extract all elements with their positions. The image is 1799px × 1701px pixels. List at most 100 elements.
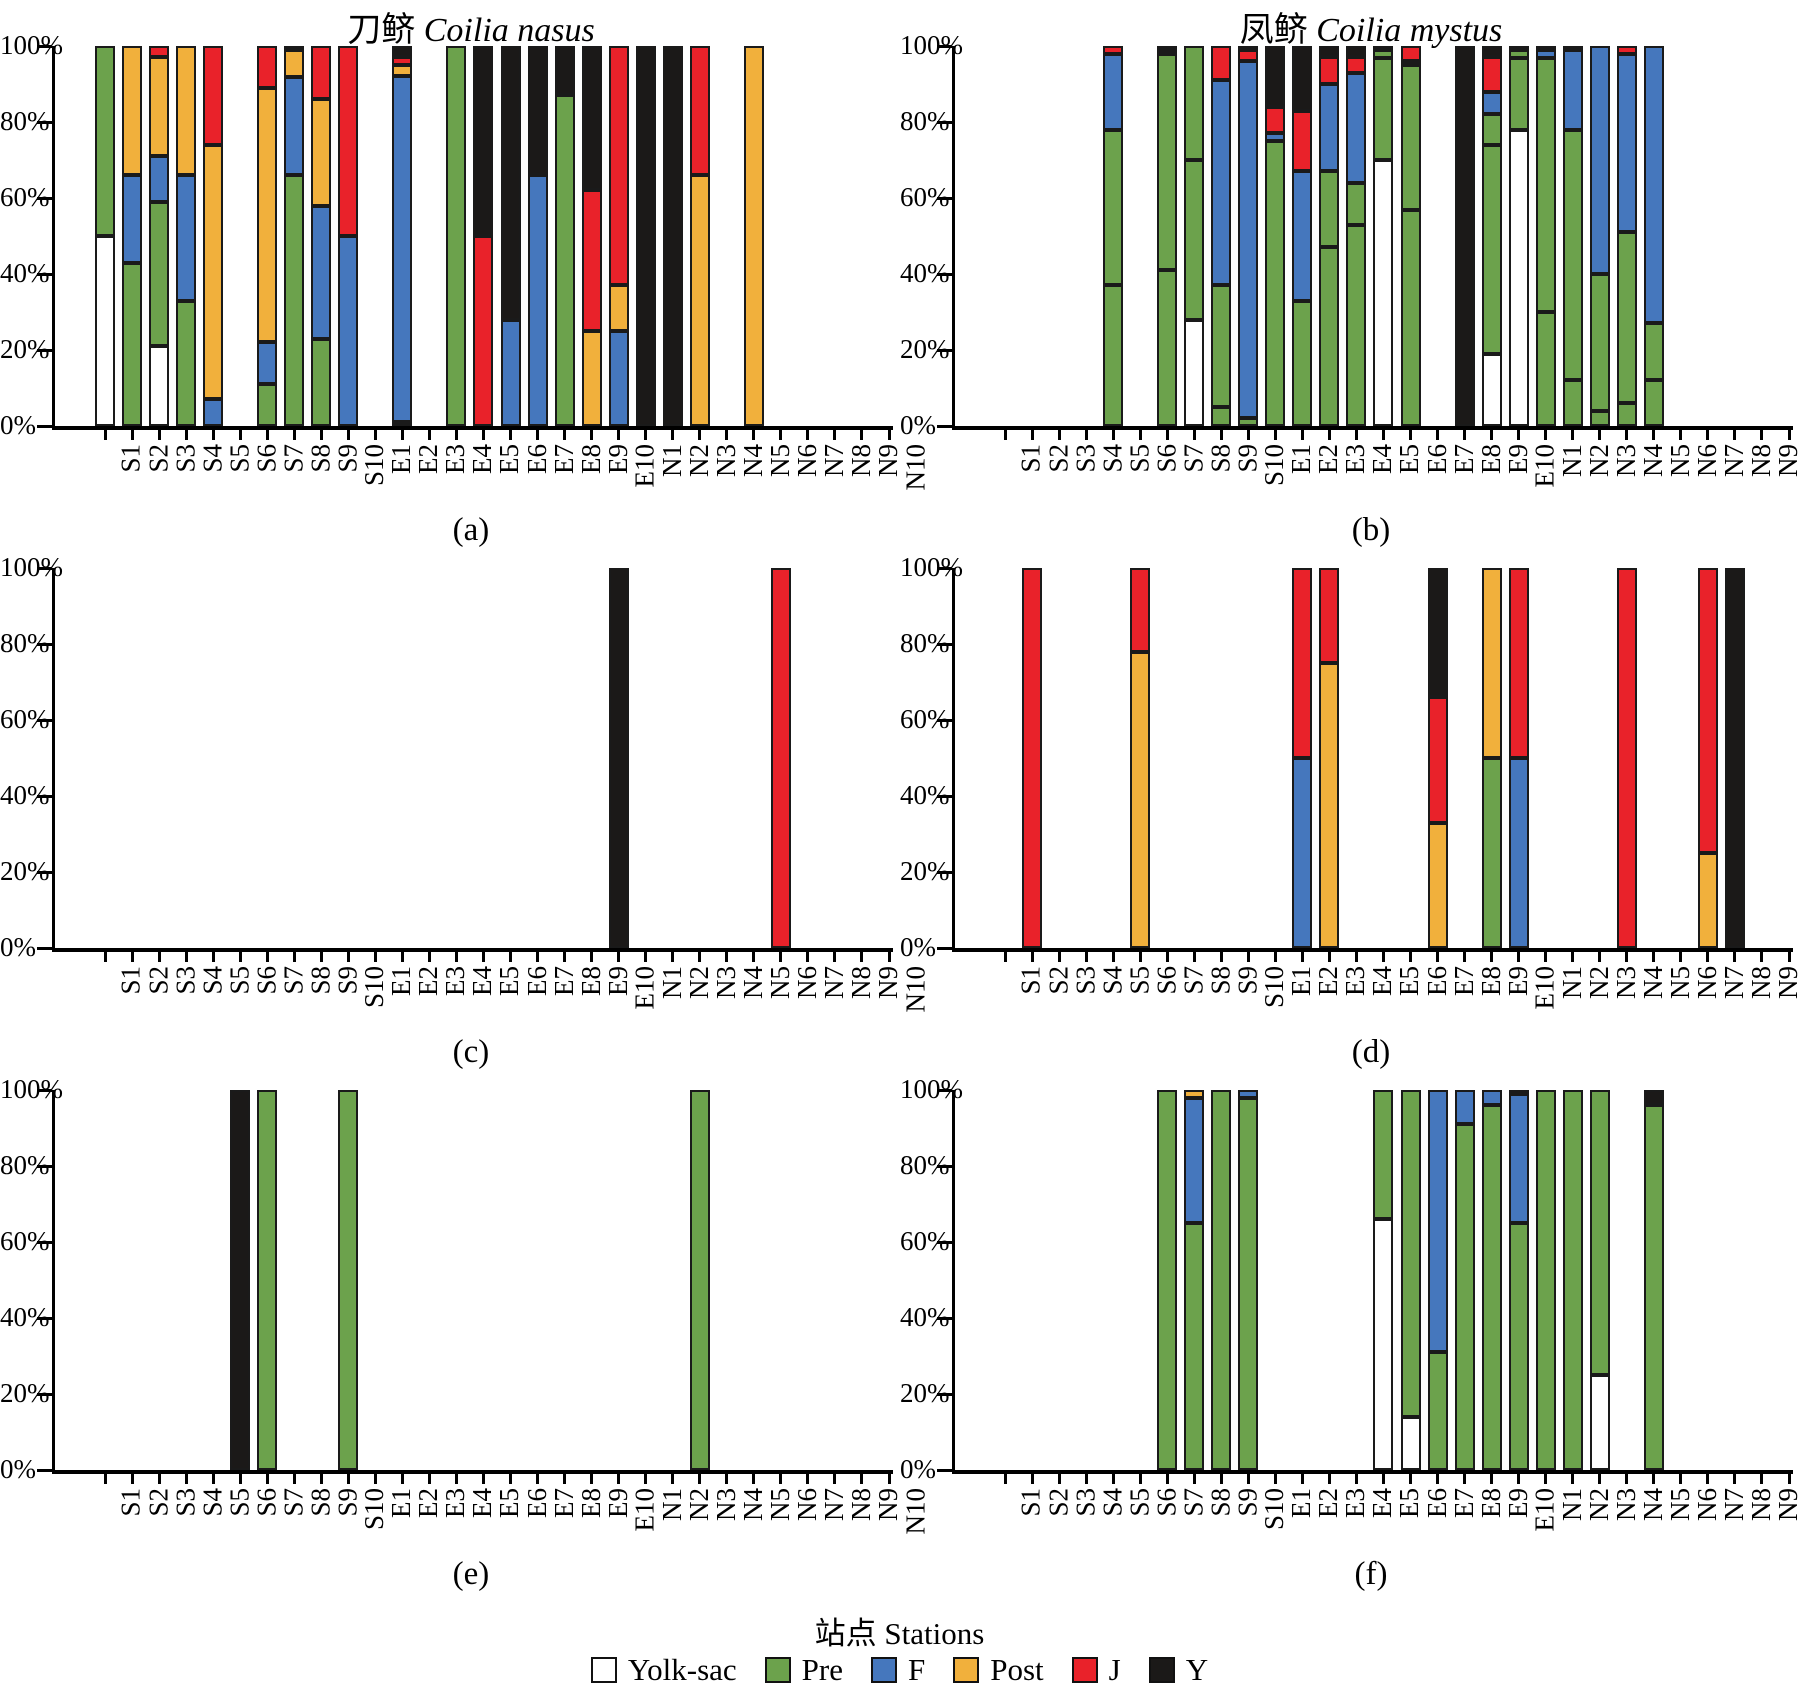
x-tick (509, 1474, 513, 1484)
segment-j (1616, 46, 1637, 54)
bar-c-E10 (608, 568, 629, 948)
segment-pre (1508, 50, 1529, 58)
bar-f-E9 (1481, 1090, 1502, 1470)
y-tick-label: 60% (900, 704, 950, 734)
segment-post (149, 57, 170, 157)
y-tick (37, 120, 52, 124)
y-tick (937, 642, 952, 646)
x-tick (1165, 1474, 1169, 1484)
x-tick (1625, 1474, 1629, 1484)
segment-y (1265, 46, 1286, 107)
legend-swatch-f (871, 1657, 897, 1683)
legend-label-post: Post (990, 1652, 1044, 1687)
plot-panel-e: S1 S2 S3 S4 S5 S6 S7 S8 S9 S10 E1 E2 E3 E4 E5 E6 E7 E8 E9 E… (37, 1088, 930, 1535)
segment-post (743, 46, 764, 426)
panel-letter-a: (a) (452, 512, 490, 548)
bar-f-E6 (1400, 1090, 1421, 1470)
segment-pre (311, 338, 332, 426)
x-tick (238, 1474, 242, 1484)
x-tick (1273, 952, 1277, 962)
x-tick (1273, 430, 1277, 440)
x-tick (1273, 1474, 1277, 1484)
plot-panel-c: S1 S2 S3 S4 S5 S6 S7 S8 S9 S10 E1 E2 E3 E4 E5 E6 E7 E8 E9 E… (37, 566, 930, 1013)
x-tick (1436, 952, 1440, 962)
y-tick-label: 100% (0, 30, 63, 60)
x-tick (427, 430, 431, 440)
segment-j (311, 46, 332, 100)
y-tick (37, 718, 52, 722)
x-tick (671, 952, 675, 962)
bar-b-E3 (1319, 46, 1340, 426)
y-tick (937, 44, 952, 48)
bar-d-N4 (1616, 568, 1637, 948)
segment-f (1508, 1094, 1529, 1224)
x-tick (184, 1474, 188, 1484)
x-tick (1192, 1474, 1196, 1484)
x-tick (1544, 430, 1548, 440)
x-tick (427, 1474, 431, 1484)
y-tick-label: 60% (0, 182, 50, 212)
segment-f (338, 236, 359, 426)
x-tick (1219, 1474, 1223, 1484)
plot-panel-b: S1 S2 S3 S4 S5 S6 S7 S8 S9 S10 E1 E2 E3 E4 E5 E6 E7 E8 E9 E… (937, 44, 1799, 488)
y-tick (37, 870, 52, 874)
segment-f (122, 175, 143, 263)
legend-swatch-yolk-sac (590, 1657, 617, 1683)
x-tick (103, 952, 107, 962)
y-tick-label: 60% (900, 1226, 950, 1256)
segment-pre (1643, 380, 1664, 426)
segment-j (1481, 57, 1502, 92)
y-tick (37, 1088, 52, 1092)
y-tick (937, 424, 952, 428)
y-tick-label: 100% (900, 552, 963, 582)
x-tick (319, 952, 323, 962)
x-tick (617, 952, 621, 962)
segment-y (500, 46, 521, 320)
x-tick (1030, 952, 1034, 962)
bar-a-E7 (527, 46, 548, 426)
segment-j (1211, 46, 1232, 81)
y-tick (937, 1164, 952, 1168)
segment-pre (1562, 380, 1583, 426)
y-tick-label: 100% (0, 552, 63, 582)
segment-post (203, 144, 224, 400)
x-tick (806, 1474, 810, 1484)
segment-post (392, 64, 413, 77)
y-tick (937, 1468, 952, 1472)
y-tick-label: 80% (0, 106, 50, 136)
segment-post (284, 50, 305, 77)
x-tick (1706, 1474, 1710, 1484)
y-tick-label: 40% (0, 1302, 50, 1332)
bar-d-E2 (1292, 568, 1313, 948)
segment-pre (1400, 209, 1421, 426)
y-tick (937, 794, 952, 798)
y-tick-label: 80% (0, 628, 50, 658)
x-tick (1409, 952, 1413, 962)
x-tick (1327, 430, 1331, 440)
x-tick (238, 430, 242, 440)
bar-f-S7 (1157, 1090, 1178, 1470)
bar-a-E6 (500, 46, 521, 426)
plot-panel-f: S1 S2 S3 S4 S5 S6 S7 S8 S9 S10 E1 E2 E3 E4 E5 E6 E7 E8 E9 E… (937, 1088, 1799, 1532)
y-tick-label: 100% (0, 1074, 63, 1104)
segment-j (1022, 568, 1043, 948)
segment-f (1535, 50, 1556, 58)
bar-b-S5 (1103, 46, 1124, 426)
x-tick (806, 430, 810, 440)
segment-pre (149, 201, 170, 347)
segment-pre (1157, 1090, 1178, 1470)
x-tick (1787, 430, 1791, 440)
x-tick (752, 430, 756, 440)
x-tick (1138, 430, 1142, 440)
panel-letter-b: (b) (1351, 512, 1391, 548)
title-coilia-nasus: 刀鲚 Coilia nasus (52, 2, 890, 51)
x-tick (860, 952, 864, 962)
segment-y (527, 46, 548, 176)
x-tick (1030, 430, 1034, 440)
segment-y (1481, 46, 1502, 58)
x-tick (1030, 1474, 1034, 1484)
segment-pre (554, 95, 575, 426)
segment-f (203, 399, 224, 426)
x-tick (292, 1474, 296, 1484)
